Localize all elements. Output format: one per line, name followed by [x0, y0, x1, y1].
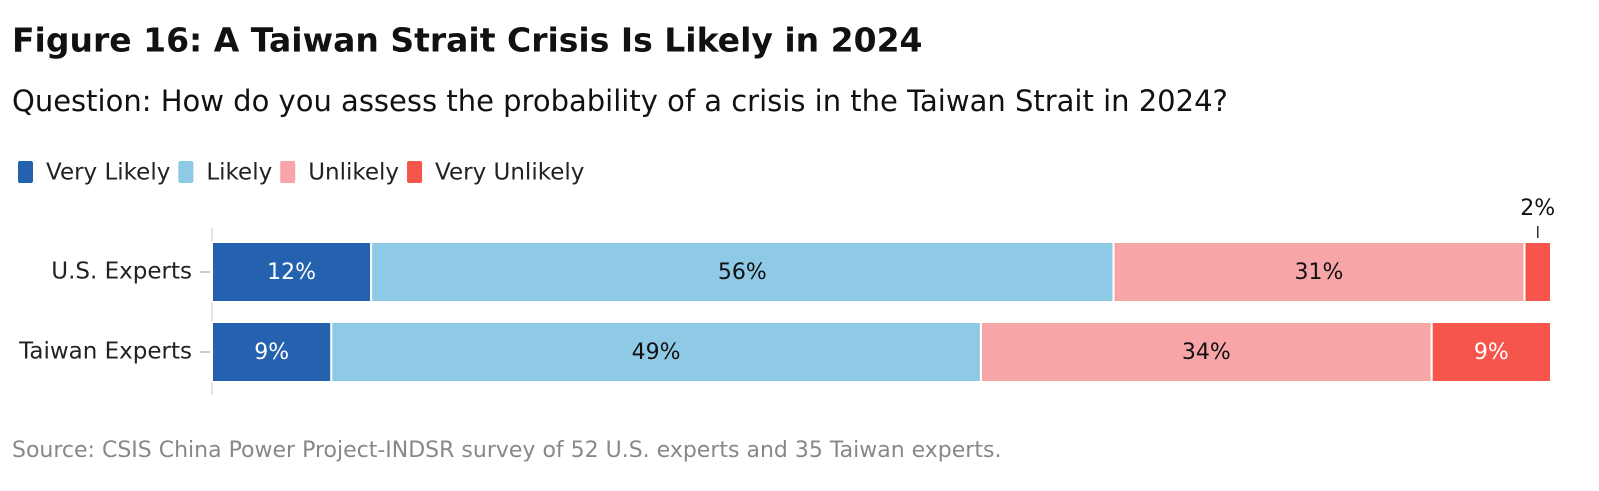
value-label: 2% — [1520, 196, 1555, 221]
y-tick-label: U.S. Experts — [51, 259, 192, 285]
value-label: 49% — [632, 340, 681, 365]
bar-segment — [330, 321, 982, 383]
bar-segment — [1112, 241, 1526, 303]
legend-label: Very Likely — [46, 160, 170, 186]
chart-subtitle: Question: How do you assess the probabil… — [12, 84, 1228, 118]
bar-segment — [211, 241, 373, 303]
bar-segment — [1430, 321, 1553, 383]
legend-label: Likely — [206, 160, 272, 186]
legend-swatch — [407, 161, 423, 183]
y-tick-label: Taiwan Experts — [18, 339, 192, 365]
legend-label: Very Unlikely — [435, 160, 584, 186]
value-label: 56% — [718, 260, 767, 285]
value-label: 31% — [1295, 260, 1344, 285]
legend-swatch — [280, 161, 296, 183]
value-label: 34% — [1182, 340, 1231, 365]
value-label: 12% — [267, 260, 316, 285]
bar-segment — [1523, 241, 1552, 303]
chart-title: Figure 16: A Taiwan Strait Crisis Is Lik… — [12, 21, 923, 60]
value-label: 9% — [254, 340, 289, 365]
bar-segment — [979, 321, 1433, 383]
legend-label: Unlikely — [308, 160, 399, 186]
source-note: Source: CSIS China Power Project-INDSR s… — [12, 438, 1001, 463]
legend-swatch — [18, 161, 33, 183]
value-label: 9% — [1474, 340, 1509, 365]
bar-segment — [211, 321, 333, 383]
legend-swatch — [178, 161, 194, 183]
bar-segment — [370, 241, 1115, 303]
